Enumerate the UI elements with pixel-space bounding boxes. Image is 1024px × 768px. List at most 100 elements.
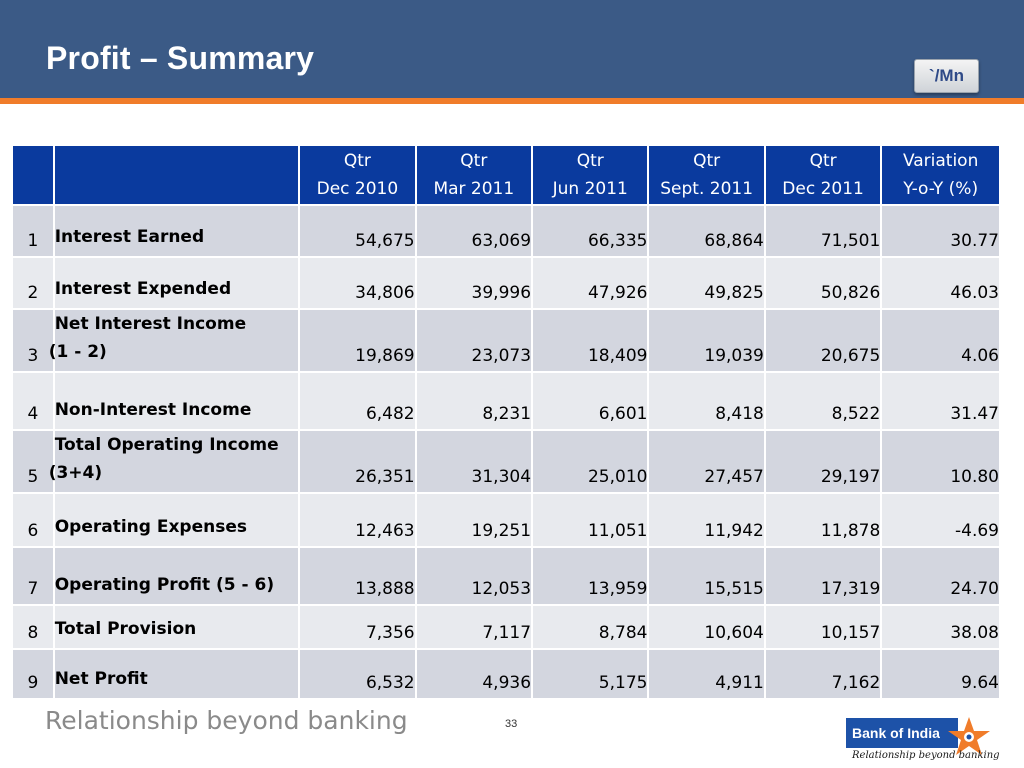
row-number: 8 — [13, 606, 53, 648]
value-cell: 6,482 — [300, 373, 415, 429]
value-cell: 68,864 — [649, 206, 764, 256]
value-cell: 17,319 — [765, 548, 881, 604]
row-label-line2: (1 - 2) — [48, 342, 107, 362]
value-cell: 7,162 — [765, 650, 881, 698]
value-cell: 8,784 — [533, 606, 648, 648]
page-title: Profit – Summary — [46, 40, 315, 76]
value-cell: 4,936 — [416, 650, 532, 698]
value-cell: 12,053 — [416, 548, 532, 604]
header-cell-number — [13, 146, 53, 204]
header-cell-jun-2011: Qtr Jun 2011 — [533, 146, 648, 204]
logo-wordmark: Bank of India — [846, 718, 958, 748]
value-cell: 27,457 — [649, 431, 764, 492]
row-number: 5 — [13, 431, 53, 492]
row-label-line1: Operating Expenses — [54, 517, 247, 537]
row-label-line1: Net Interest Income — [54, 314, 247, 334]
slide-header: Profit – Summary `/Mn — [0, 0, 1024, 104]
value-cell: 63,069 — [416, 206, 532, 256]
value-cell: 19,039 — [649, 310, 764, 371]
row-label-line2: (3+4) — [48, 463, 103, 483]
row-label-line1: Total Operating Income — [54, 435, 279, 455]
row-label: Net Interest Income (1 - 2) — [49, 310, 299, 371]
value-cell: 20,675 — [765, 310, 881, 371]
variation-cell: 46.03 — [882, 258, 999, 308]
value-cell: 11,878 — [765, 494, 881, 546]
value-cell: 23,073 — [416, 310, 532, 371]
row-number: 7 — [13, 548, 53, 604]
value-cell: 7,356 — [300, 606, 415, 648]
header-cell-dec-2011: Qtr Dec 2011 — [765, 146, 881, 204]
variation-cell: 24.70 — [882, 548, 999, 604]
value-cell: 7,117 — [416, 606, 532, 648]
row-label-line1: Operating Profit (5 - 6) — [54, 575, 275, 595]
row-label-line1: Total Provision — [54, 619, 197, 639]
bank-logo: Bank of India Relationship beyond bankin… — [846, 716, 1000, 766]
row-number: 3 — [13, 310, 53, 371]
table-header-row: Qtr Dec 2010 Qtr Mar 2011 Qtr Jun 2011 Qtr S… — [13, 146, 999, 204]
value-cell: 15,515 — [649, 548, 764, 604]
row-label: Interest Expended — [54, 258, 299, 308]
row-label-line1: Non-Interest Income — [54, 400, 252, 420]
page-number: 33 — [505, 718, 518, 730]
header-cell-mar-2011: Qtr Mar 2011 — [416, 146, 532, 204]
value-cell: 50,826 — [765, 258, 881, 308]
variation-cell: 10.80 — [882, 431, 999, 492]
table-row: 9 Net Profit 6,532 4,936 5,175 4,911 7,162 9.64 — [13, 650, 999, 698]
value-cell: 34,806 — [300, 258, 415, 308]
table-body: 1 Interest Earned 54,675 63,069 66,335 68,864… — [13, 206, 999, 698]
row-number: 9 — [13, 650, 53, 698]
value-cell: 8,522 — [765, 373, 881, 429]
value-cell: 26,351 — [300, 431, 415, 492]
table-row: 6 Operating Expenses 12,463 19,251 11,051 11,… — [13, 494, 999, 546]
value-cell: 13,959 — [533, 548, 648, 604]
row-number: 2 — [13, 258, 53, 308]
variation-cell: 31.47 — [882, 373, 999, 429]
variation-cell: -4.69 — [882, 494, 999, 546]
row-label-line1: Interest Earned — [54, 227, 205, 247]
value-cell: 54,675 — [300, 206, 415, 256]
row-number: 6 — [13, 494, 53, 546]
value-cell: 10,157 — [765, 606, 881, 648]
header-cell-dec-2010: Qtr Dec 2010 — [300, 146, 415, 204]
logo-tagline: Relationship beyond banking — [852, 750, 1000, 761]
header-cell-variation: Variation Y-o-Y (%) — [882, 146, 999, 204]
value-cell: 8,231 — [416, 373, 532, 429]
table-row: 2 Interest Expended 34,806 39,996 47,926 49,8… — [13, 258, 999, 308]
variation-cell: 38.08 — [882, 606, 999, 648]
value-cell: 47,926 — [533, 258, 648, 308]
row-label-line1: Net Profit — [54, 669, 148, 689]
table-row: 5 Total Operating Income (3+4) 26,351 31,304… — [13, 431, 999, 492]
value-cell: 18,409 — [533, 310, 648, 371]
table-row: 3 Net Interest Income (1 - 2) 19,869 23,073 1… — [13, 310, 999, 371]
value-cell: 10,604 — [649, 606, 764, 648]
unit-badge: `/Mn — [914, 59, 979, 93]
value-cell: 6,601 — [533, 373, 648, 429]
row-label: Interest Earned — [54, 206, 299, 256]
profit-summary-table: Qtr Dec 2010 Qtr Mar 2011 Qtr Jun 2011 Qtr S… — [11, 144, 1001, 700]
footer-tagline: Relationship beyond banking — [45, 706, 408, 735]
value-cell: 29,197 — [765, 431, 881, 492]
table-row: 4 Non-Interest Income 6,482 8,231 6,601 8,418… — [13, 373, 999, 429]
value-cell: 39,996 — [416, 258, 532, 308]
header-cell-sept-2011: Qtr Sept. 2011 — [649, 146, 764, 204]
value-cell: 31,304 — [416, 431, 532, 492]
value-cell: 8,418 — [649, 373, 764, 429]
row-number: 1 — [13, 206, 53, 256]
row-label-line1: Interest Expended — [54, 279, 232, 299]
star-icon — [948, 717, 990, 755]
value-cell: 19,869 — [300, 310, 415, 371]
row-number: 4 — [13, 373, 53, 429]
table-row: 7 Operating Profit (5 - 6) 13,888 12,053 13,… — [13, 548, 999, 604]
row-label: Operating Profit (5 - 6) — [54, 548, 299, 604]
header-cell-label — [54, 146, 299, 204]
variation-cell: 9.64 — [882, 650, 999, 698]
value-cell: 11,942 — [649, 494, 764, 546]
row-label: Operating Expenses — [54, 494, 299, 546]
value-cell: 12,463 — [300, 494, 415, 546]
value-cell: 4,911 — [649, 650, 764, 698]
value-cell: 19,251 — [416, 494, 532, 546]
row-label: Total Operating Income (3+4) — [49, 431, 299, 492]
value-cell: 6,532 — [300, 650, 415, 698]
row-label: Total Provision — [54, 606, 299, 648]
row-label: Net Profit — [54, 650, 299, 698]
